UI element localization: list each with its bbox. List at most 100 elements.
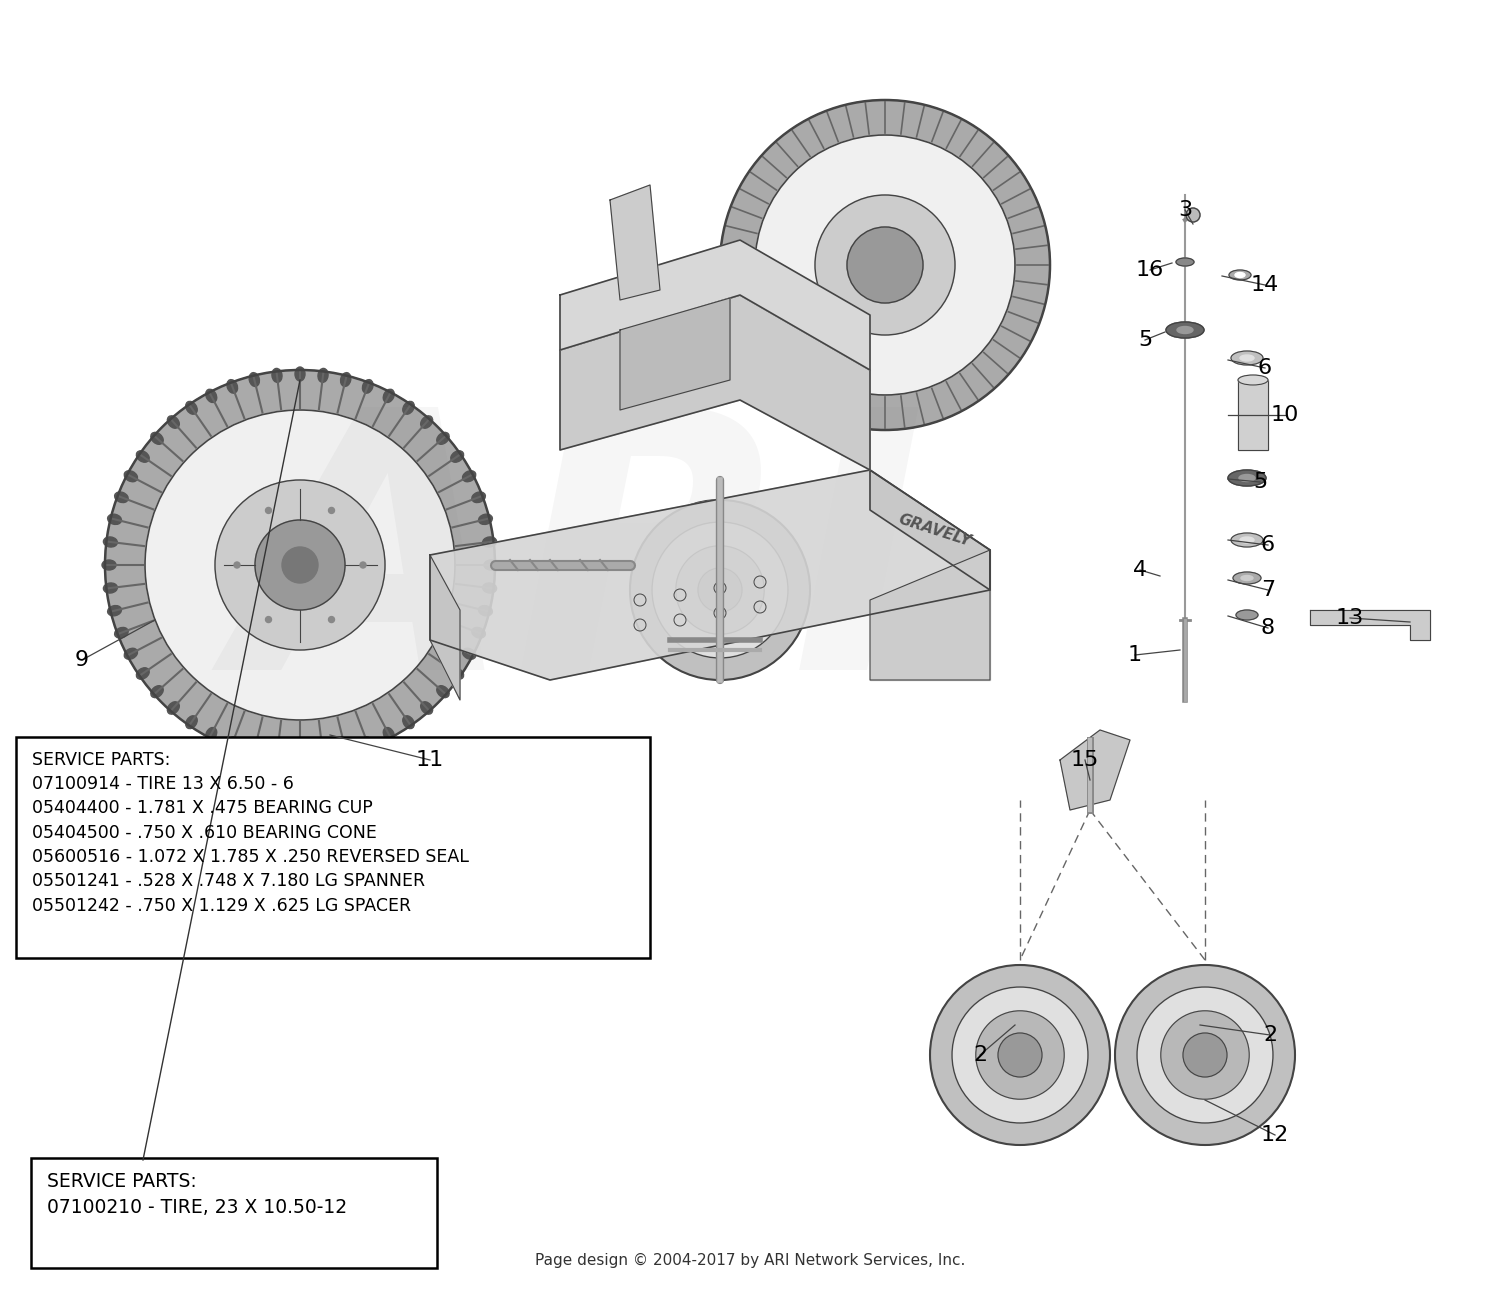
- Ellipse shape: [124, 648, 138, 660]
- Circle shape: [1137, 988, 1274, 1124]
- Ellipse shape: [206, 727, 216, 741]
- Text: 13: 13: [1336, 608, 1364, 629]
- Text: 16: 16: [1136, 260, 1164, 280]
- Ellipse shape: [186, 715, 196, 728]
- Polygon shape: [430, 470, 990, 680]
- Ellipse shape: [478, 515, 492, 525]
- Ellipse shape: [384, 389, 394, 403]
- FancyBboxPatch shape: [16, 736, 650, 959]
- Ellipse shape: [420, 701, 432, 714]
- Polygon shape: [620, 298, 730, 410]
- Circle shape: [998, 1033, 1042, 1077]
- Ellipse shape: [1176, 258, 1194, 266]
- Circle shape: [952, 988, 1088, 1124]
- Ellipse shape: [363, 380, 374, 393]
- Ellipse shape: [249, 373, 259, 386]
- Ellipse shape: [436, 433, 448, 445]
- Ellipse shape: [102, 560, 116, 570]
- Text: 1: 1: [1128, 645, 1142, 665]
- Ellipse shape: [1232, 351, 1263, 365]
- Circle shape: [847, 227, 922, 303]
- Ellipse shape: [340, 744, 351, 757]
- Circle shape: [214, 480, 386, 651]
- Polygon shape: [1060, 730, 1130, 810]
- Ellipse shape: [384, 727, 394, 741]
- Ellipse shape: [472, 492, 486, 503]
- Text: 2: 2: [974, 1045, 987, 1065]
- Ellipse shape: [272, 748, 282, 762]
- Ellipse shape: [168, 416, 180, 428]
- Text: 12: 12: [1262, 1125, 1288, 1144]
- Polygon shape: [870, 470, 990, 590]
- Text: 5: 5: [1252, 472, 1268, 492]
- Text: 9: 9: [75, 651, 88, 670]
- Text: 15: 15: [1071, 750, 1100, 770]
- Ellipse shape: [452, 667, 464, 679]
- Circle shape: [815, 194, 956, 334]
- Circle shape: [720, 100, 1050, 430]
- Polygon shape: [560, 240, 870, 369]
- Circle shape: [1161, 1011, 1250, 1099]
- Ellipse shape: [404, 715, 414, 728]
- Text: GRAVELY: GRAVELY: [897, 511, 974, 548]
- Bar: [1238, 380, 1268, 450]
- Ellipse shape: [296, 367, 304, 381]
- Ellipse shape: [478, 605, 492, 616]
- Ellipse shape: [436, 686, 448, 697]
- Circle shape: [255, 520, 345, 610]
- Ellipse shape: [483, 537, 496, 547]
- Ellipse shape: [1239, 474, 1256, 482]
- Ellipse shape: [1238, 375, 1268, 385]
- Ellipse shape: [420, 416, 432, 428]
- Circle shape: [698, 568, 742, 612]
- Ellipse shape: [136, 451, 148, 463]
- Ellipse shape: [1240, 355, 1254, 362]
- Ellipse shape: [104, 537, 117, 547]
- Ellipse shape: [1236, 610, 1258, 619]
- Text: 5: 5: [1138, 330, 1152, 350]
- Text: 4: 4: [1132, 560, 1148, 581]
- Ellipse shape: [108, 605, 122, 616]
- Text: SERVICE PARTS:
07100914 - TIRE 13 X 6.50 - 6
05404400 - 1.781 X .475 BEARING CUP: SERVICE PARTS: 07100914 - TIRE 13 X 6.50…: [32, 750, 470, 915]
- Ellipse shape: [152, 433, 164, 445]
- Ellipse shape: [1166, 321, 1204, 338]
- Ellipse shape: [404, 402, 414, 415]
- Ellipse shape: [483, 583, 496, 594]
- Ellipse shape: [1240, 575, 1252, 581]
- Ellipse shape: [318, 368, 328, 382]
- Ellipse shape: [1228, 470, 1266, 486]
- Ellipse shape: [363, 737, 374, 750]
- Ellipse shape: [1233, 572, 1262, 584]
- Ellipse shape: [452, 451, 464, 463]
- Polygon shape: [870, 550, 990, 680]
- Circle shape: [1114, 966, 1294, 1144]
- Circle shape: [234, 562, 240, 568]
- Circle shape: [328, 617, 334, 622]
- Ellipse shape: [1234, 272, 1245, 277]
- Text: 2: 2: [1263, 1025, 1276, 1045]
- Polygon shape: [1310, 610, 1430, 640]
- Ellipse shape: [124, 470, 138, 482]
- Circle shape: [676, 546, 764, 634]
- Circle shape: [630, 500, 810, 680]
- Ellipse shape: [249, 744, 259, 757]
- Polygon shape: [560, 295, 870, 470]
- Ellipse shape: [1232, 533, 1263, 547]
- Ellipse shape: [136, 667, 148, 679]
- Ellipse shape: [1228, 270, 1251, 280]
- Circle shape: [652, 522, 788, 658]
- Circle shape: [105, 369, 495, 759]
- Circle shape: [976, 1011, 1064, 1099]
- Ellipse shape: [272, 368, 282, 382]
- Circle shape: [266, 508, 272, 513]
- Ellipse shape: [340, 373, 351, 386]
- Ellipse shape: [114, 492, 128, 503]
- Circle shape: [266, 617, 272, 622]
- Ellipse shape: [168, 701, 180, 714]
- Polygon shape: [430, 555, 460, 700]
- Ellipse shape: [186, 402, 196, 415]
- Circle shape: [930, 966, 1110, 1144]
- Circle shape: [754, 135, 1016, 395]
- FancyBboxPatch shape: [32, 1157, 436, 1269]
- Text: SERVICE PARTS:
07100210 - TIRE, 23 X 10.50-12: SERVICE PARTS: 07100210 - TIRE, 23 X 10.…: [46, 1172, 346, 1217]
